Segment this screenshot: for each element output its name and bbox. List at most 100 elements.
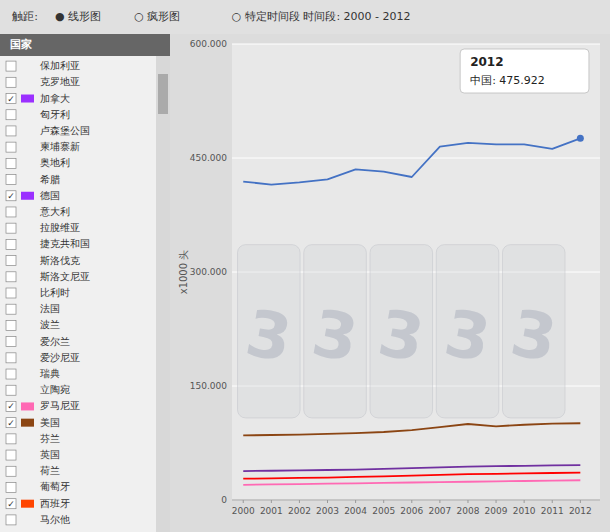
checkbox[interactable] xyxy=(6,353,16,363)
checkbox[interactable] xyxy=(6,94,16,104)
color-swatch xyxy=(21,500,34,508)
x-tick xyxy=(467,500,468,503)
country-label: 西班牙 xyxy=(40,498,70,509)
series-line xyxy=(243,423,580,435)
x-tick-label: 2006 xyxy=(400,506,423,516)
x-tick xyxy=(355,500,356,503)
checkbox[interactable] xyxy=(6,256,16,266)
checkbox[interactable] xyxy=(6,466,16,476)
country-label: 瑞典 xyxy=(40,368,60,379)
checkbox[interactable] xyxy=(6,499,16,509)
checkbox[interactable] xyxy=(6,385,16,395)
checkbox[interactable] xyxy=(6,272,16,282)
x-tick xyxy=(524,500,525,503)
toolbar-item[interactable]: ● 线形图 xyxy=(55,10,101,23)
x-tick xyxy=(496,500,497,503)
x-tick-label: 2009 xyxy=(485,506,508,516)
country-label: 保加利亚 xyxy=(40,60,80,71)
checkbox[interactable] xyxy=(6,142,16,152)
check-mark: ✓ xyxy=(7,418,15,428)
x-tick-label: 2000 xyxy=(232,506,255,516)
checkbox[interactable] xyxy=(6,61,16,71)
country-label: 爱沙尼亚 xyxy=(40,352,80,363)
watermark-text: 3 xyxy=(439,296,496,377)
toolbar-item[interactable]: ○ 疯形图 xyxy=(134,10,180,23)
grid-line xyxy=(232,158,600,159)
checkbox[interactable] xyxy=(6,110,16,120)
checkbox[interactable] xyxy=(6,418,16,428)
watermark-text: 3 xyxy=(373,296,430,377)
country-label: 加拿大 xyxy=(40,93,70,104)
sidebar-header xyxy=(0,34,170,56)
country-label: 德国 xyxy=(40,190,60,201)
country-label: 卢森堡公国 xyxy=(40,125,90,136)
watermark-text: 3 xyxy=(240,296,297,377)
checkbox[interactable] xyxy=(6,288,16,298)
tooltip xyxy=(460,49,589,93)
checkbox[interactable] xyxy=(6,337,16,347)
check-mark: ✓ xyxy=(7,499,15,509)
country-label: 英国 xyxy=(40,449,60,460)
country-label: 意大利 xyxy=(39,206,70,217)
country-label: 捷克共和国 xyxy=(40,238,90,249)
checkbox[interactable] xyxy=(6,158,16,168)
color-swatch xyxy=(21,95,34,103)
checkbox[interactable] xyxy=(6,369,16,379)
checkbox[interactable] xyxy=(6,207,16,217)
sidebar xyxy=(0,34,170,532)
checkbox[interactable] xyxy=(6,77,16,87)
x-tick xyxy=(411,500,412,503)
country-label: 葡萄牙 xyxy=(40,481,70,492)
watermark-tile xyxy=(238,245,301,418)
checkbox[interactable] xyxy=(6,126,16,136)
checkbox[interactable] xyxy=(6,515,16,525)
toolbar-item[interactable]: ○ 特定时间段 时间段: 2000 - 2012 xyxy=(232,10,411,23)
watermark-tile xyxy=(502,245,565,418)
x-tick xyxy=(243,500,244,503)
sidebar-header-text: 国家 xyxy=(10,38,32,51)
x-tick xyxy=(271,500,272,503)
checkbox[interactable] xyxy=(6,482,16,492)
country-label: 克罗地亚 xyxy=(40,76,80,87)
series-line xyxy=(243,473,580,479)
country-label: 斯洛文尼亚 xyxy=(40,271,90,282)
color-swatch xyxy=(21,402,34,410)
x-tick-label: 2004 xyxy=(344,506,367,516)
checkbox[interactable] xyxy=(6,450,16,460)
watermark-text: 3 xyxy=(307,296,364,377)
x-tick-label: 2008 xyxy=(457,506,480,516)
check-mark: ✓ xyxy=(7,191,15,201)
checkbox[interactable] xyxy=(6,239,16,249)
checkbox[interactable] xyxy=(6,175,16,185)
y-tick-label: 300.000 xyxy=(190,267,227,277)
watermark-tile xyxy=(304,245,367,418)
country-label: 美国 xyxy=(40,417,60,428)
y-tick-label: 600.000 xyxy=(190,39,227,49)
checkbox[interactable] xyxy=(6,320,16,330)
checkbox[interactable] xyxy=(6,304,16,314)
x-tick-label: 2010 xyxy=(513,506,536,516)
country-label: 马尔他 xyxy=(40,514,70,525)
country-label: 芬兰 xyxy=(40,433,60,444)
checkbox[interactable] xyxy=(6,223,16,233)
checkbox[interactable] xyxy=(6,434,16,444)
color-swatch xyxy=(21,192,34,200)
country-label: 斯洛伐克 xyxy=(40,255,80,266)
x-tick xyxy=(580,500,581,503)
country-label: 希腊 xyxy=(40,174,60,185)
country-label: 奥地利 xyxy=(40,157,70,168)
grid-line xyxy=(232,500,600,501)
checkbox[interactable] xyxy=(6,191,16,201)
check-mark: ✓ xyxy=(7,94,15,104)
series-line xyxy=(243,480,580,485)
series-line xyxy=(243,465,580,471)
y-tick-label: 450.000 xyxy=(190,153,227,163)
scroll-thumb[interactable] xyxy=(158,74,168,114)
checkbox[interactable] xyxy=(6,401,16,411)
x-tick xyxy=(299,500,300,503)
chart: 触距:● 线形图○ 疯形图○ 特定时间段 时间段: 2000 - 2012国家保… xyxy=(0,0,610,532)
x-tick-label: 2011 xyxy=(541,506,564,516)
watermark-tile xyxy=(370,245,433,418)
country-label: 波兰 xyxy=(40,319,60,330)
country-label: 拉脫维亚 xyxy=(40,222,80,233)
